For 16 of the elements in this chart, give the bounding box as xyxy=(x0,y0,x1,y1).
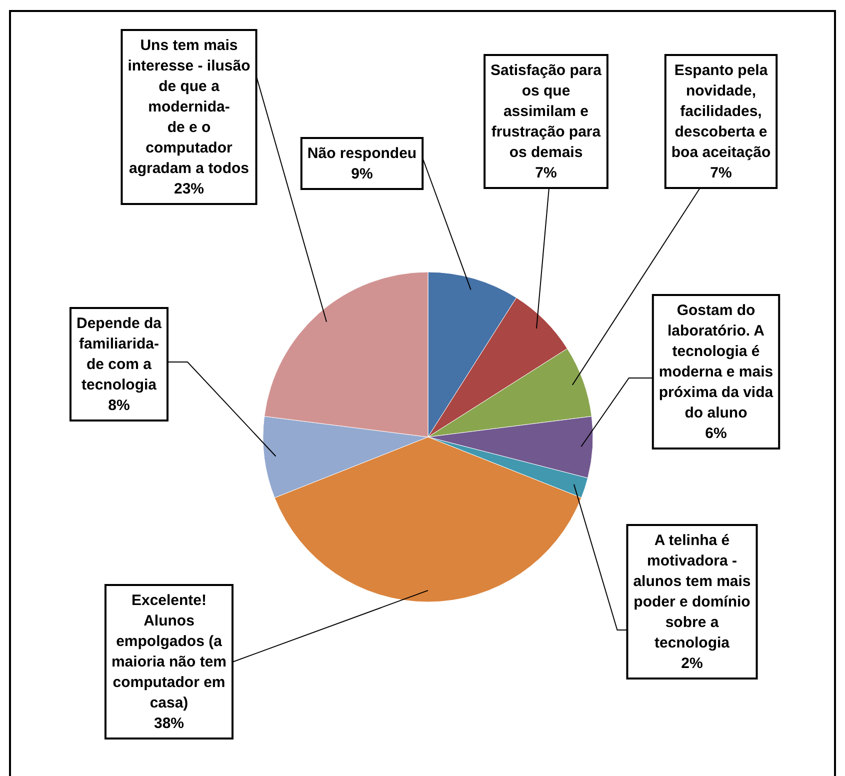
slice-label: Uns tem mais interesse - ilusão de que a modernida- de e o computador agradam a todos xyxy=(128,36,250,177)
slice-label: Gostam do laboratório. A tecnologia é moderna e mais próxima da vida do aluno xyxy=(658,302,774,422)
slice-label: Depende da familiarida- de com a tecnologia xyxy=(76,314,162,394)
data-label: 8% xyxy=(108,396,130,414)
data-label: 7% xyxy=(535,164,557,182)
data-label: 38% xyxy=(154,714,184,732)
data-label: 23% xyxy=(174,180,204,198)
slice-label: A telinha é motivadora - alunos tem mais poder e domínio sobre a tecnologia xyxy=(633,532,751,652)
data-label: 2% xyxy=(681,654,703,672)
data-label: 6% xyxy=(705,424,727,442)
data-label: 7% xyxy=(710,164,732,182)
slice-label: Satisfação para os que assimilam e frustração para os demais xyxy=(490,62,602,161)
slice-label: Excelente! Alunos empolgados (a maioria não tem computador em casa) xyxy=(111,592,227,712)
slice-label: Não respondeu xyxy=(307,144,417,162)
data-label: 9% xyxy=(351,165,373,182)
slice-label: Espanto pela novidade, facilidades, descoberta e boa aceitação xyxy=(671,62,771,161)
